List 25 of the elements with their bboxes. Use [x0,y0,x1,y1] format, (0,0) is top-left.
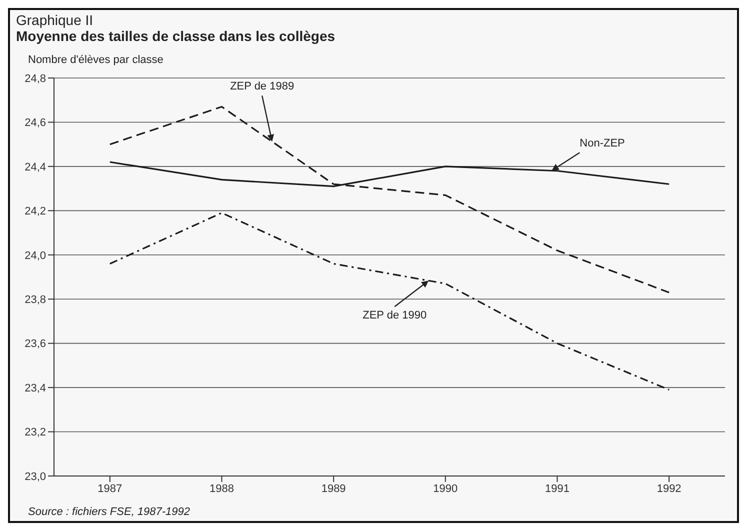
line-series [109,106,670,294]
x-tick-label: 1991 [545,482,570,495]
y-tick-label: 23,6 [24,338,46,350]
text: ZEP de 1990 [362,310,427,322]
line-series [109,212,670,391]
y-tick-label: 23,8 [24,294,46,306]
text: Non-ZEP [580,138,625,150]
y-tick-label: 24,6 [24,117,46,130]
chart-title: Graphique II [15,11,94,28]
y-tick-label: 23,4 [24,382,46,394]
x-tick-label: 1989 [321,482,346,495]
series-label: ZEP de 1989 [230,80,294,93]
y-tick-label: 23,0 [24,470,46,483]
y-tick-label: 24,2 [24,206,46,218]
x-tick-label: 1990 [433,482,458,495]
source-note: Source : fichiers FSE, 1987-1992 [27,506,192,520]
chart-subtitle: Moyenne des tailles de classe dans les collèges [15,28,336,44]
x-tick-label: 1988 [210,482,234,495]
x-tick-label: 1987 [98,482,122,495]
x-tick-label: 1992 [656,482,682,495]
y-tick-label: 24,0 [24,250,46,262]
y-tick-label: 24,8 [24,72,46,85]
y-tick-label: 23,2 [24,426,46,439]
y-axis-title: Nombre d'élèves par classe [27,53,164,66]
y-tick-label: 24,4 [24,161,46,174]
